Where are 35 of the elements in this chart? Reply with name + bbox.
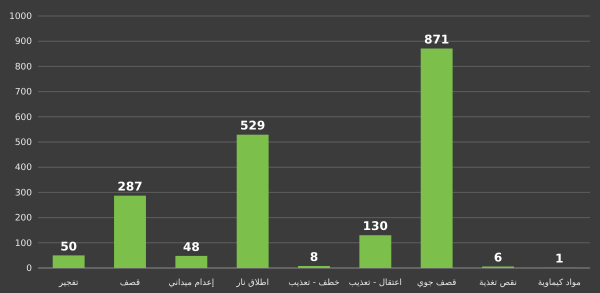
data-label: 871 [424, 32, 450, 47]
data-label: 6 [494, 250, 502, 264]
data-label: 1 [555, 252, 564, 266]
x-tick-label: قصف [120, 278, 140, 288]
bar [359, 235, 392, 268]
bar [236, 134, 269, 268]
y-tick-label: 700 [14, 88, 32, 98]
x-tick-label: نقص تغذية [479, 278, 517, 288]
y-tick-label: 400 [14, 163, 32, 174]
y-tick-label: 800 [14, 62, 32, 72]
data-label: 130 [362, 219, 388, 234]
y-tick-label: 200 [14, 214, 32, 224]
y-tick-label: 900 [14, 37, 32, 48]
data-label: 48 [182, 240, 200, 254]
x-tick-label: خطف - تعذيب [288, 278, 340, 288]
bar [52, 255, 85, 268]
data-label: 529 [240, 118, 266, 133]
y-tick-label: 0 [26, 264, 32, 274]
data-label: 8 [310, 250, 318, 264]
y-tick-label: 100 [14, 238, 32, 249]
bar [420, 48, 453, 268]
y-tick-label: 300 [14, 188, 32, 198]
data-label: 50 [60, 239, 78, 254]
x-tick-label: اطلاق نار [235, 278, 269, 288]
y-tick-label: 1000 [9, 12, 32, 22]
y-tick-label: 600 [14, 112, 32, 123]
bar [175, 256, 208, 268]
data-label: 287 [117, 180, 143, 194]
y-tick-label: 500 [14, 138, 32, 148]
x-tick-label: إعدام ميداني [168, 278, 214, 288]
x-tick-label: مواد كيماوية [538, 278, 581, 288]
x-tick-label: تفجير [58, 278, 79, 288]
x-tick-label: قصف جوي [417, 278, 456, 288]
bar [114, 196, 146, 268]
x-tick-label: اعتقال - تعذيب [348, 278, 402, 288]
